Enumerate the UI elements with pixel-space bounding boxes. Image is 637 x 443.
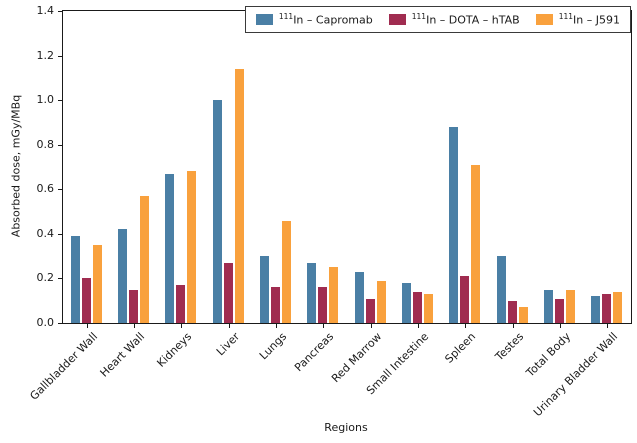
x-tick-mark bbox=[181, 324, 183, 328]
bar-heart-wall-series-0 bbox=[118, 229, 127, 323]
isotope-superscript: 111 bbox=[278, 12, 294, 21]
bar-testes-series-2 bbox=[518, 307, 528, 323]
bar-lungs-series-0 bbox=[260, 256, 269, 323]
y-tick-mark bbox=[58, 144, 62, 146]
legend-label-dota-htab: 111In – DOTA – hTAB bbox=[412, 12, 520, 27]
bar-urinary-bladder-wall-series-1 bbox=[602, 294, 612, 323]
bar-lungs-series-1 bbox=[271, 287, 280, 323]
bar-testes-series-1 bbox=[507, 300, 517, 323]
legend-entry-capromab: 111In – Capromab bbox=[255, 12, 373, 27]
bar-gallbladder-wall-series-0 bbox=[70, 236, 80, 323]
legend-label-j591: 111In – J591 bbox=[559, 12, 620, 27]
x-tick-label: Kidneys bbox=[154, 330, 195, 370]
bar-gallbladder-wall-series-1 bbox=[81, 278, 91, 323]
bar-small-intestine-series-2 bbox=[424, 294, 433, 323]
x-tick-mark bbox=[323, 324, 325, 328]
y-tick-mark bbox=[58, 323, 62, 324]
bar-kidneys-series-2 bbox=[187, 171, 197, 323]
y-tick-label: 1.2 bbox=[36, 48, 55, 62]
y-tick-label: 0.2 bbox=[36, 271, 55, 285]
x-tick-label: Gallbladder Wall bbox=[27, 330, 100, 403]
x-axis-label: Regions bbox=[324, 421, 368, 434]
bar-liver-series-1 bbox=[223, 262, 233, 323]
x-tick-mark bbox=[276, 324, 277, 328]
x-tick-label: Total Body bbox=[523, 330, 574, 380]
x-tick-mark bbox=[370, 324, 372, 328]
legend-swatch-dota-htab bbox=[388, 13, 406, 25]
y-tick-mark bbox=[58, 11, 62, 12]
bar-spleen-series-1 bbox=[460, 276, 470, 323]
legend-entry-dota-htab: 111In – DOTA – hTAB bbox=[388, 12, 520, 27]
legend: 111In – Capromab 111In – DOTA – hTAB 111… bbox=[244, 6, 631, 33]
x-tick-label: Testes bbox=[492, 330, 526, 364]
bar-red-marrow-series-1 bbox=[365, 298, 375, 323]
x-tick-mark bbox=[86, 324, 88, 328]
y-tick-label: 1.0 bbox=[36, 93, 55, 107]
bar-total-body-series-1 bbox=[555, 298, 564, 323]
bar-urinary-bladder-wall-series-2 bbox=[613, 291, 623, 323]
legend-text: In – Capromab bbox=[293, 13, 373, 27]
y-tick-label: 0.0 bbox=[36, 316, 55, 329]
y-tick-mark bbox=[58, 233, 62, 235]
legend-text: In – J591 bbox=[573, 13, 620, 27]
y-axis-label: Absorbed dose, mGy/MBq bbox=[9, 94, 23, 238]
bar-heart-wall-series-2 bbox=[140, 195, 149, 323]
legend-text: In – DOTA – hTAB bbox=[426, 13, 520, 27]
y-tick-label: 0.4 bbox=[36, 226, 55, 240]
x-tick-mark bbox=[560, 324, 561, 328]
bar-liver-series-0 bbox=[212, 100, 222, 323]
bar-small-intestine-series-1 bbox=[413, 291, 422, 323]
x-tick-label: Liver bbox=[213, 330, 242, 359]
bar-pancreas-series-2 bbox=[329, 267, 339, 323]
bar-urinary-bladder-wall-series-0 bbox=[591, 296, 601, 323]
bar-heart-wall-series-1 bbox=[129, 289, 138, 323]
legend-swatch-j591 bbox=[535, 13, 553, 25]
bar-kidneys-series-1 bbox=[176, 285, 186, 323]
x-tick-label: Spleen bbox=[442, 330, 479, 366]
bar-pancreas-series-0 bbox=[307, 262, 317, 323]
bar-testes-series-0 bbox=[496, 256, 506, 323]
bar-small-intestine-series-0 bbox=[402, 282, 411, 323]
bar-kidneys-series-0 bbox=[165, 173, 175, 323]
bar-pancreas-series-1 bbox=[318, 287, 328, 323]
x-tick-label: Lungs bbox=[256, 330, 290, 363]
x-tick-mark bbox=[512, 324, 514, 328]
isotope-superscript: 111 bbox=[558, 12, 574, 21]
x-tick-label: Urinary Bladder Wall bbox=[531, 330, 621, 420]
y-tick-label: 0.8 bbox=[36, 137, 55, 151]
bar-lungs-series-2 bbox=[282, 220, 291, 323]
y-tick-mark bbox=[58, 100, 62, 102]
legend-swatch-capromab bbox=[255, 13, 273, 25]
x-tick-label: Pancreas bbox=[292, 330, 337, 375]
x-tick-mark bbox=[418, 324, 419, 328]
x-tick-mark bbox=[607, 324, 609, 328]
isotope-superscript: 111 bbox=[411, 12, 427, 21]
y-tick-label: 1.4 bbox=[36, 4, 55, 17]
bar-red-marrow-series-2 bbox=[376, 280, 386, 323]
legend-label-capromab: 111In – Capromab bbox=[279, 12, 373, 27]
bar-spleen-series-0 bbox=[449, 126, 459, 323]
bar-red-marrow-series-0 bbox=[354, 271, 364, 323]
plot-area bbox=[62, 10, 632, 324]
legend-entry-j591: 111In – J591 bbox=[535, 12, 620, 27]
x-tick-mark bbox=[465, 324, 467, 328]
bar-total-body-series-0 bbox=[544, 289, 553, 323]
bar-total-body-series-2 bbox=[566, 289, 575, 323]
y-tick-mark bbox=[58, 278, 62, 280]
y-tick-mark bbox=[58, 189, 62, 191]
bar-spleen-series-2 bbox=[471, 164, 481, 323]
x-tick-label: Heart Wall bbox=[97, 330, 148, 380]
y-tick-mark bbox=[58, 55, 62, 57]
bar-gallbladder-wall-series-2 bbox=[92, 245, 102, 323]
bar-liver-series-2 bbox=[234, 68, 244, 323]
x-tick-mark bbox=[228, 324, 230, 328]
x-tick-mark bbox=[134, 324, 135, 328]
y-tick-label: 0.6 bbox=[36, 182, 55, 196]
